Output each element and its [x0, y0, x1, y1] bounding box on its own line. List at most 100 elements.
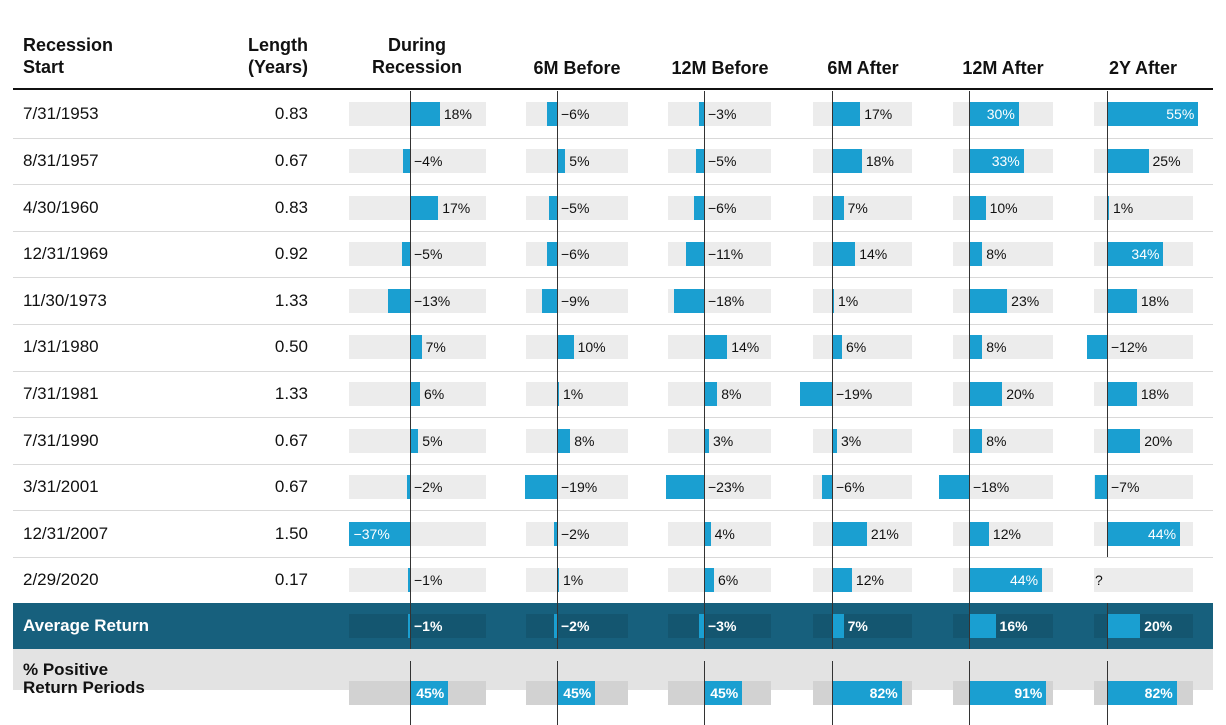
row-10-6m-after-label: 12%: [855, 572, 884, 589]
average-during-bar: [408, 614, 410, 638]
row-2-during-axis: [410, 184, 411, 231]
row-9-6m-before-label: −2%: [561, 525, 590, 542]
row-5-2y-after-label: −12%: [1111, 339, 1148, 356]
row-1-during-track: [349, 148, 486, 173]
positive-12m-after-axis: [969, 661, 970, 725]
row-7-2y-after-axis: [1107, 417, 1108, 464]
average-12m-before-label: −3%: [708, 618, 737, 634]
row-8-length: 0.67: [274, 477, 308, 497]
row-5-separator: [13, 371, 1213, 372]
row-1-separator: [13, 184, 1213, 185]
header-length: Length (Years): [247, 35, 308, 77]
row-6-2y-after-bar: [1107, 381, 1137, 406]
row-9-6m-before-axis: [557, 510, 558, 557]
row-3-12m-before-axis: [704, 230, 705, 278]
row-2-6m-before-axis: [557, 184, 558, 231]
row-9-separator: [13, 557, 1213, 558]
row-7-6m-after-track: [813, 428, 912, 453]
row-2-12m-before-bar: [694, 195, 704, 220]
row-2-6m-after-bar: [832, 195, 844, 220]
row-2-6m-after-label: 7%: [847, 199, 868, 216]
row-4-separator: [13, 324, 1213, 325]
row-2-6m-before-label: −5%: [561, 199, 590, 216]
row-1-6m-after-bar: [832, 148, 862, 173]
row-3-12m-before-label: −11%: [708, 246, 744, 263]
row-1-6m-after-track: [813, 148, 912, 173]
row-0-6m-before-bar: [547, 102, 557, 127]
row-10-during-label: −1%: [414, 572, 443, 589]
row-9-12m-after-label: 12%: [992, 525, 1021, 542]
row-7-during-label: 5%: [422, 432, 443, 449]
row-7-length: 0.67: [274, 430, 308, 450]
row-7-12m-before-axis: [704, 417, 705, 464]
positive-2y-after-label: 82%: [1144, 685, 1173, 701]
header-12m-after: 12M After: [962, 58, 1044, 78]
row-5-12m-before-label: 14%: [731, 339, 760, 356]
row-10-12m-after-label: 44%: [1010, 572, 1039, 589]
average-during-track: [349, 614, 486, 638]
average-12m-before-axis: [704, 603, 705, 649]
row-2-12m-before-track: [668, 195, 771, 220]
average-2y-after-label: 20%: [1144, 618, 1173, 634]
row-4-during-track: [349, 288, 486, 313]
row-6-12m-after-label: 20%: [1006, 385, 1035, 402]
row-4-6m-before-bar: [542, 288, 557, 313]
row-6-length: 1.33: [274, 383, 308, 403]
row-9-12m-after-bar: [969, 521, 989, 546]
row-0-2y-after-bar: [1107, 102, 1199, 127]
row-3-12m-after-label: 8%: [986, 246, 1007, 263]
row-7-6m-after-bar: [832, 428, 837, 453]
row-10-12m-after-axis: [969, 557, 970, 604]
positive-6m-after-label: 82%: [869, 685, 898, 701]
row-4-6m-before-axis: [557, 277, 558, 324]
row-2-12m-before-label: −6%: [708, 199, 737, 216]
row-0-12m-before-axis: [704, 91, 705, 138]
recession-returns-table: Recession Start Length (Years) During Reces…: [13, 35, 1213, 725]
row-1-6m-before-label: 5%: [569, 152, 590, 169]
average-6m-after-bar: [832, 614, 844, 638]
row-7-12m-before-bar: [704, 428, 709, 453]
positive-periods-label: % Positive Return Periods: [23, 660, 145, 697]
row-1-6m-before-axis: [557, 137, 558, 185]
row-4-during-axis: [410, 277, 411, 324]
average-6m-after-label: 7%: [847, 618, 868, 634]
row-8-12m-after-label: −18%: [973, 479, 1010, 496]
row-6-6m-after-bar: [800, 381, 832, 406]
row-9-12m-before-track: [668, 521, 771, 546]
positive-6m-after-axis: [832, 661, 833, 725]
row-7-6m-after-axis: [832, 417, 833, 464]
row-10-during-axis: [410, 557, 411, 604]
row-1-2y-after-bar: [1107, 148, 1149, 173]
row-5-12m-before-bar: [704, 335, 728, 360]
row-10-12m-before-label: 6%: [717, 572, 739, 589]
average-6m-after-track: [813, 614, 912, 638]
positive-6m-before-axis: [557, 661, 558, 725]
average-2y-after-bar: [1107, 614, 1141, 638]
row-10-2y-after-label: ?: [1095, 572, 1103, 589]
average-12m-before-track: [668, 614, 771, 638]
row-0-12m-after-bar: [969, 102, 1019, 127]
row-3-2y-after-label: 34%: [1131, 246, 1160, 263]
row-7-6m-before-axis: [557, 417, 558, 464]
row-9-during-axis: [410, 510, 411, 557]
row-5-6m-before-label: 10%: [577, 339, 606, 356]
row-8-recession-start: 3/31/2001: [23, 477, 99, 497]
row-5-6m-after-track: [813, 335, 912, 360]
row-8-12m-after-axis: [969, 463, 970, 511]
row-9-12m-before-bar: [704, 521, 711, 546]
row-10-6m-before-bar: [557, 568, 559, 593]
row-8-6m-after-axis: [832, 463, 833, 511]
row-7-6m-before-track: [526, 428, 628, 453]
row-6-6m-after-label: −19%: [836, 385, 873, 402]
row-7-6m-after-label: 3%: [840, 432, 862, 449]
row-2-12m-after-axis: [969, 184, 970, 231]
row-6-12m-before-label: 8%: [721, 385, 742, 402]
row-6-12m-after-axis: [969, 370, 970, 418]
row-2-2y-after-bar: [1107, 195, 1109, 220]
row-8-separator: [13, 510, 1213, 511]
average-return-band: [13, 603, 1213, 649]
row-1-12m-before-label: −5%: [708, 152, 737, 169]
header-rule: [13, 88, 1213, 90]
row-8-during-bar: [406, 475, 410, 500]
row-8-during-track: [349, 475, 486, 500]
